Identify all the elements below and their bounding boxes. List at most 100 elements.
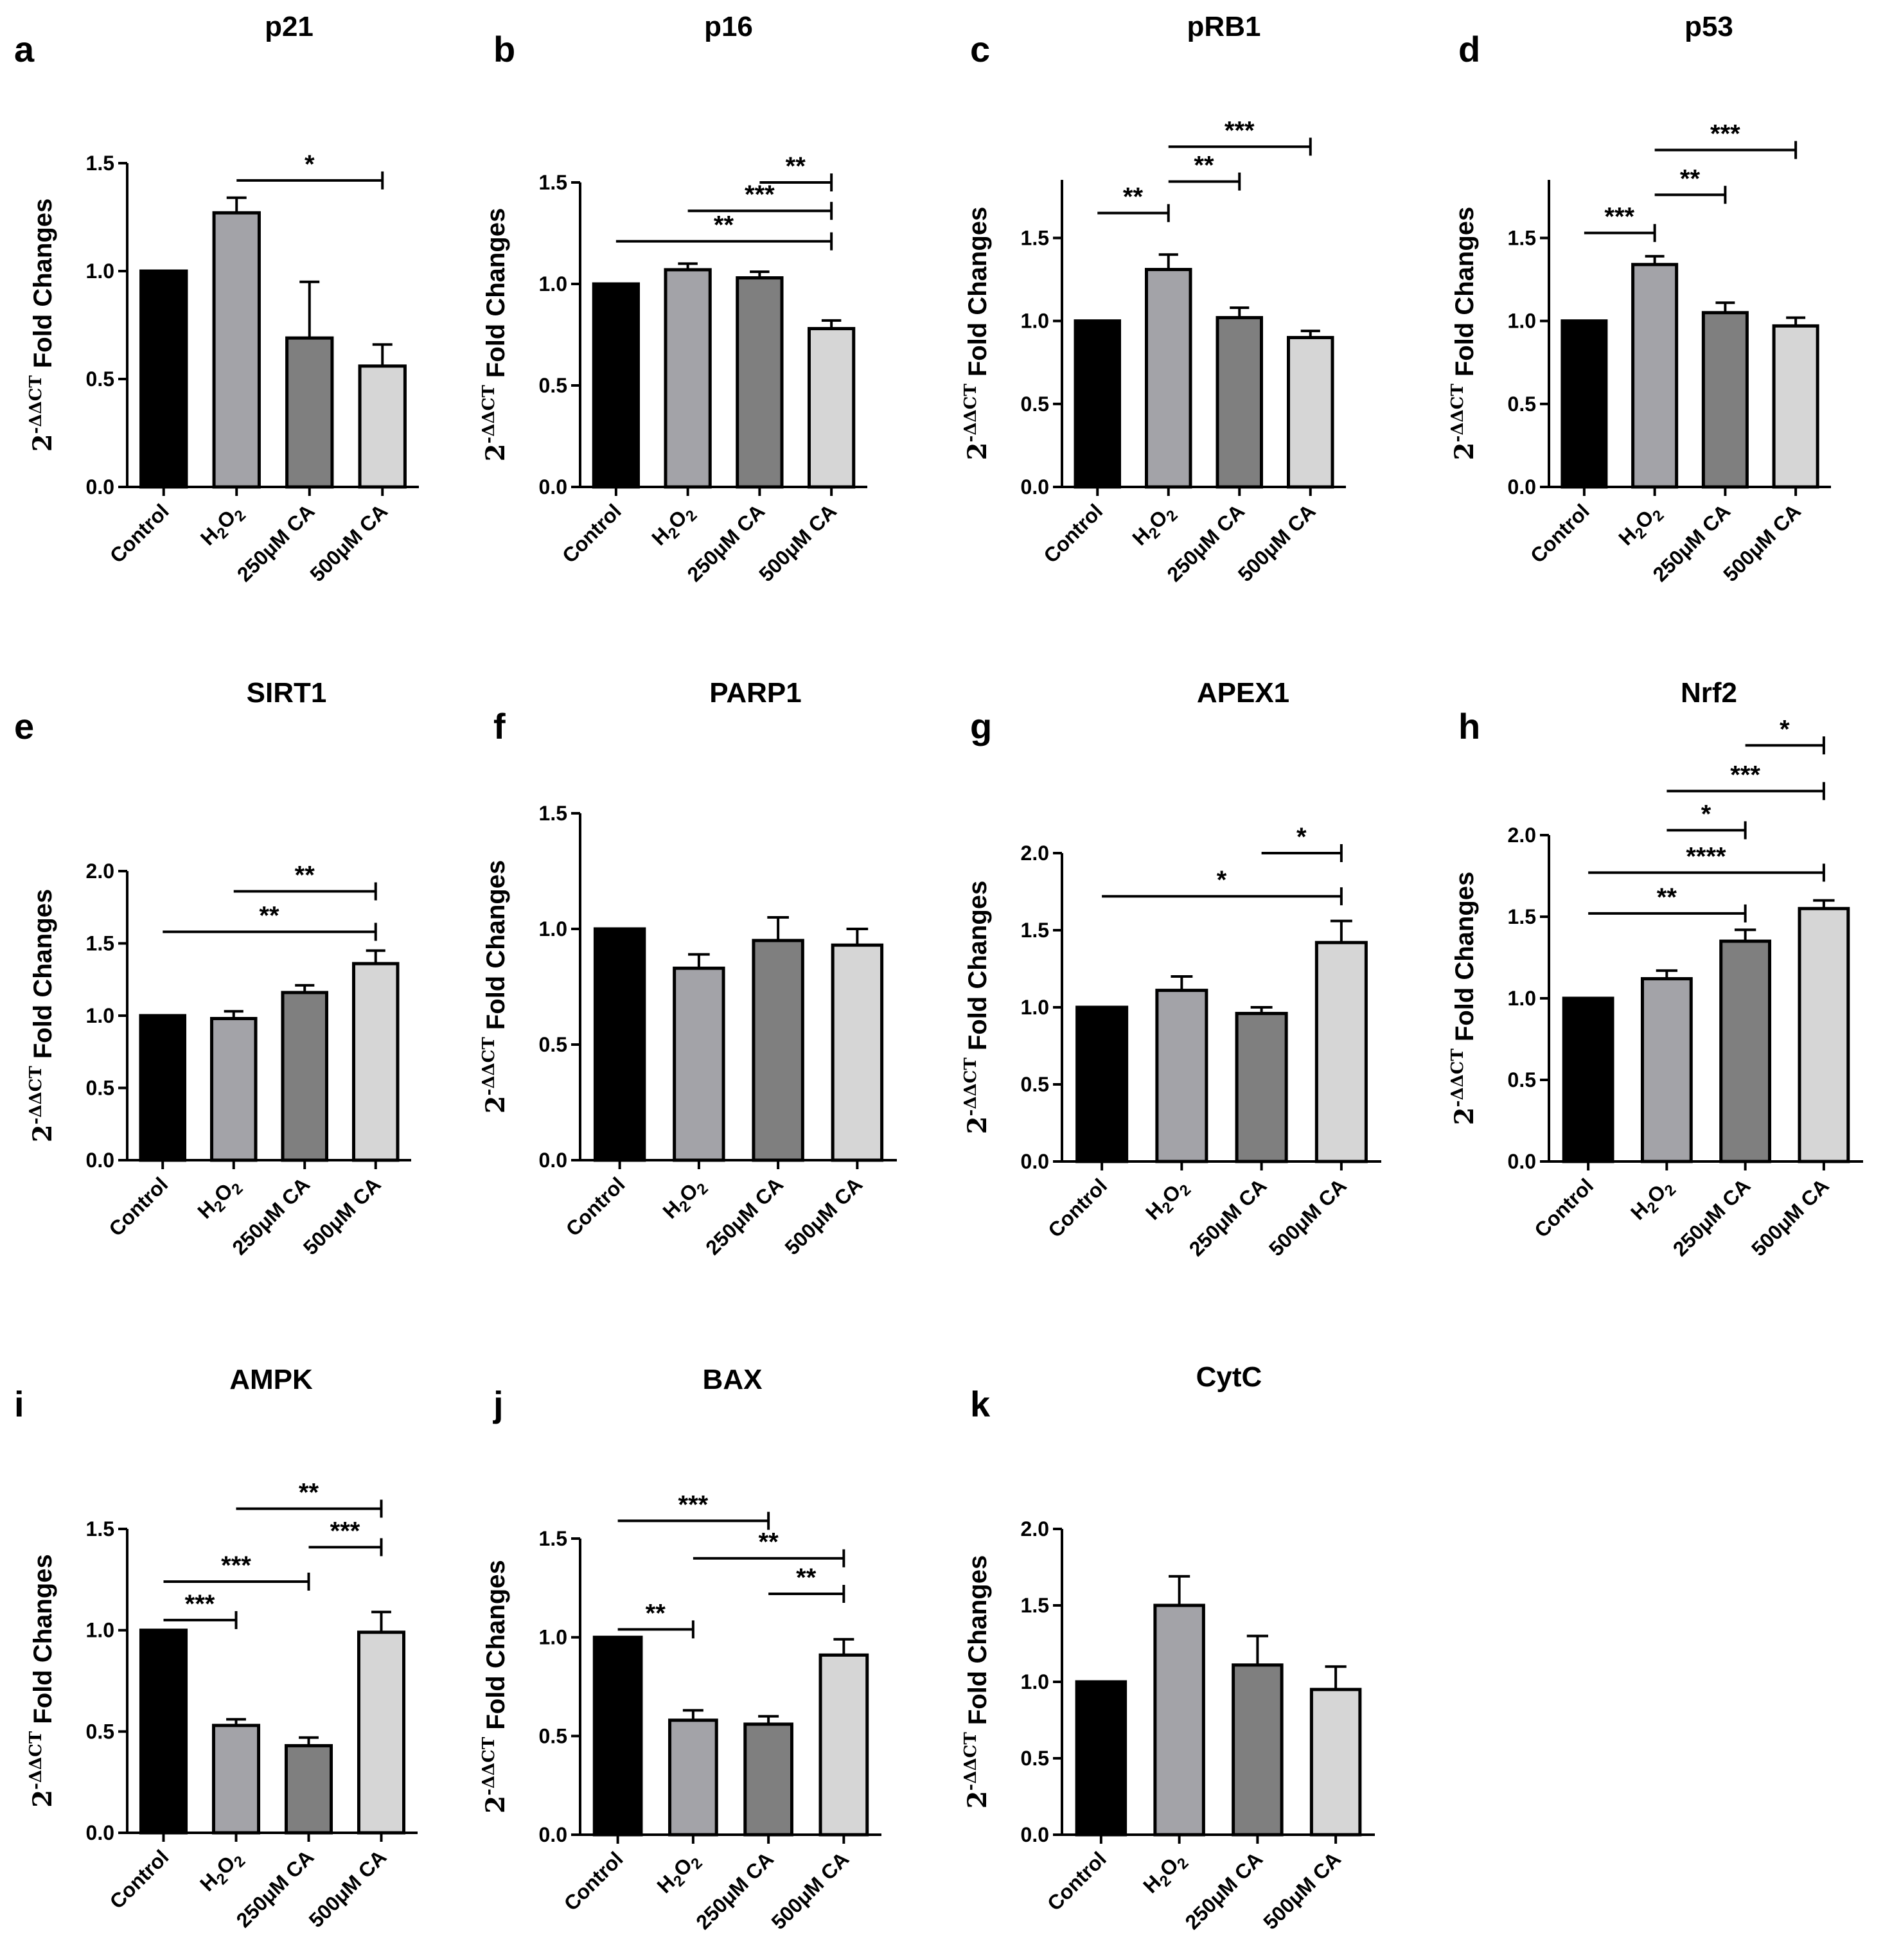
bar-g-1 [1155,989,1208,1163]
y-tick-label: 1.0 [86,1004,114,1027]
category-label: H2O2 [659,1172,712,1226]
category-label: 500μM CA [1747,1174,1834,1260]
significance-label: *** [1710,119,1740,148]
bar-h-0 [1562,996,1614,1163]
category-label: 500μM CA [305,499,392,586]
bar-d-0 [1561,319,1608,489]
y-tick-label: 1.5 [539,802,567,825]
category-label: Control [560,1847,628,1915]
bar-i-2 [284,1744,333,1835]
chart-panel-b: b p16 0.0 0.5 1.0 1.5 2-ΔΔCT Fold Changes Contr… [479,11,867,586]
category-label: 500μM CA [780,1172,867,1259]
bar-i-3 [357,1630,406,1835]
bar-c-0 [1074,319,1122,489]
panel-letter: j [493,1384,504,1424]
bar-g-2 [1235,1012,1288,1163]
panel-letter: c [970,29,990,69]
y-tick-label: 0.0 [539,1149,567,1172]
y-axis-label: 2-ΔΔCT Fold Changes [1448,207,1480,461]
significance-label: ** [646,1599,666,1627]
bar-c-1 [1144,268,1192,489]
chart-title: p21 [265,11,314,42]
y-tick-label: 1.0 [1508,310,1536,333]
category-label: Control [105,1845,173,1913]
bar-h-3 [1798,906,1850,1163]
y-tick-label: 0.5 [539,1724,567,1747]
chart-panel-h: h Nrf2 0.0 0.5 1.0 1.5 2.0 2-ΔΔCT Fold Changes C… [1448,677,1863,1260]
y-tick-label: 0.5 [86,1077,114,1100]
significance-label: *** [745,181,775,209]
y-tick-label: 0.0 [1508,475,1536,499]
y-tick-label: 1.5 [1021,226,1049,249]
y-tick-label: 0.0 [1021,475,1049,499]
category-label: Control [1526,499,1594,567]
category-label: H2O2 [1141,1174,1194,1227]
category-label: H2O2 [1614,499,1667,552]
y-tick-label: 1.0 [1021,310,1049,333]
chart-panel-g: g APEX1 0.0 0.5 1.0 1.5 2.0 2-ΔΔCT Fold Changes… [961,677,1381,1260]
y-tick-label: 1.0 [539,1626,567,1649]
category-label: Control [105,499,173,567]
bar-d-1 [1631,263,1679,489]
significance-label: *** [1604,203,1634,231]
significance-label: *** [330,1517,360,1545]
chart-panel-i: i AMPK 0.0 0.5 1.0 1.5 2-ΔΔCT Fold Changes Cont… [14,1364,418,1932]
chart-panel-c: c pRB1 0.0 0.5 1.0 1.5 2-ΔΔCT Fold Changes Cont… [961,11,1346,586]
significance-label: *** [1730,761,1760,789]
category-label: Control [1043,1847,1111,1915]
y-tick-label: 0.0 [539,475,567,499]
chart-panel-j: j BAX 0.0 0.5 1.0 1.5 2-ΔΔCT Fold Changes Contr… [479,1364,881,1934]
significance-label: ** [1123,183,1144,211]
panel-letter: b [493,29,515,69]
category-label: H2O2 [193,1172,246,1226]
y-tick-label: 1.0 [86,260,114,283]
chart-title: p16 [704,11,753,42]
panel-letter: a [14,29,35,69]
panel-letter: e [14,706,34,746]
y-tick-label: 0.5 [1021,1747,1049,1770]
y-axis-label: 2-ΔΔCT Fold Changes [26,199,58,452]
bar-e-1 [209,1017,258,1162]
bar-d-3 [1772,324,1819,489]
bar-h-1 [1640,977,1693,1163]
y-tick-label: 1.0 [539,917,567,940]
bar-j-3 [818,1653,869,1837]
y-tick-label: 0.5 [539,374,567,397]
chart-title: SIRT1 [247,677,327,709]
category-label: 500μM CA [754,499,841,586]
significance-label: * [1217,866,1227,894]
y-tick-label: 1.5 [86,1517,114,1541]
y-axis-label: 2-ΔΔCT Fold Changes [961,881,993,1135]
category-label: 500μM CA [766,1847,853,1934]
bar-f-1 [673,966,725,1162]
y-tick-label: 0.0 [86,475,114,499]
y-tick-label: 1.5 [86,932,114,955]
chart-title: pRB1 [1187,11,1261,42]
category-label: 250μM CA [682,499,769,586]
bar-a-2 [285,336,334,489]
bar-b-0 [592,282,641,489]
bar-k-1 [1153,1603,1205,1837]
bar-k-2 [1232,1663,1284,1837]
y-tick-label: 2.0 [86,860,114,883]
category-label: Control [1039,499,1107,567]
category-label: 500μM CA [1259,1847,1345,1934]
category-label: H2O2 [196,499,249,552]
bar-b-3 [807,327,856,489]
bar-e-3 [351,962,400,1162]
y-tick-label: 0.0 [86,1821,114,1844]
y-axis-label: 2-ΔΔCT Fold Changes [479,1560,511,1814]
panel-letter: f [493,706,506,746]
y-tick-label: 1.5 [539,1527,567,1550]
category-label: 500μM CA [1719,499,1805,586]
bar-b-1 [664,268,712,489]
significance-label: *** [185,1590,215,1618]
bar-k-3 [1309,1688,1362,1837]
y-axis-label: 2-ΔΔCT Fold Changes [479,860,511,1114]
chart-title: APEX1 [1197,677,1289,709]
chart-title: BAX [703,1364,763,1395]
y-tick-label: 1.5 [1021,919,1049,942]
significance-label: ** [295,861,315,890]
significance-label: * [1296,823,1307,851]
panel-letter: g [970,706,992,746]
